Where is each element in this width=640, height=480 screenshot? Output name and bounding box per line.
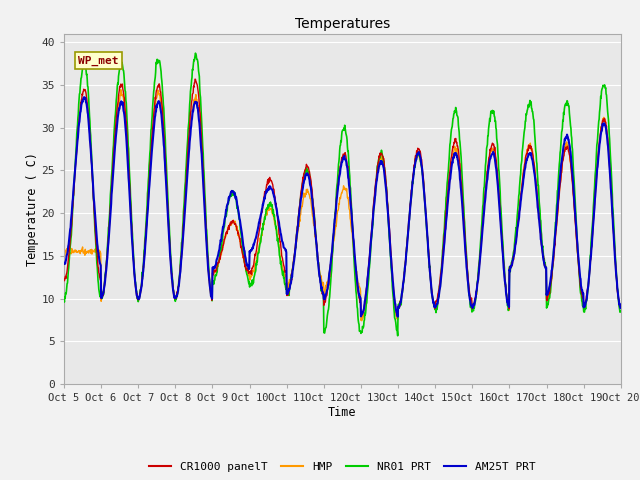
Title: Temperatures: Temperatures <box>295 17 390 31</box>
Y-axis label: Temperature ( C): Temperature ( C) <box>26 152 38 266</box>
Legend: CR1000 panelT, HMP, NR01 PRT, AM25T PRT: CR1000 panelT, HMP, NR01 PRT, AM25T PRT <box>145 457 540 477</box>
Text: WP_met: WP_met <box>78 55 118 66</box>
X-axis label: Time: Time <box>328 406 356 419</box>
